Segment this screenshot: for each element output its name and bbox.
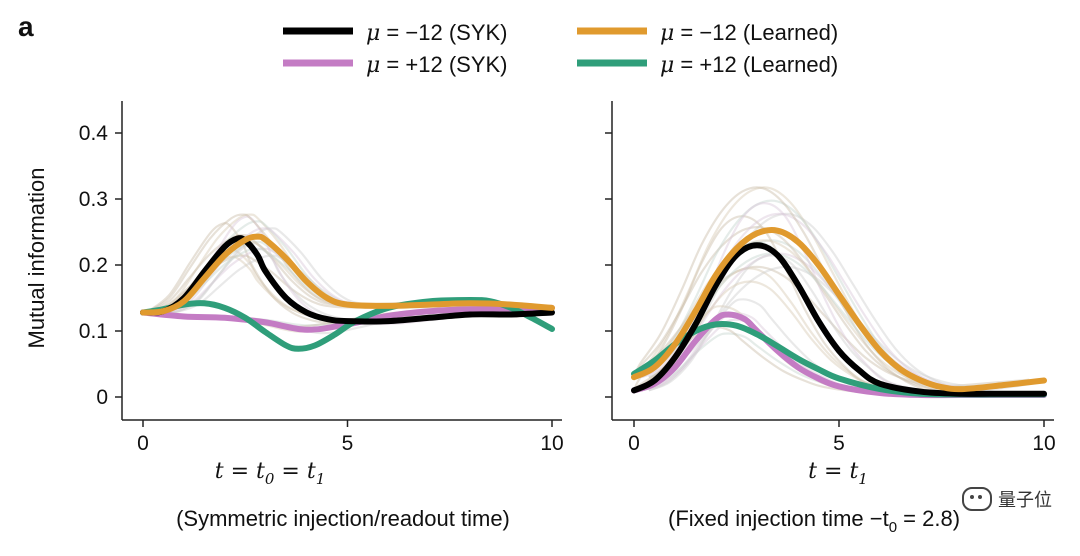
legend: μ = −12 (SYK) μ = −12 (Learned) μ = +12 … [283, 20, 838, 78]
series-line [140, 235, 555, 325]
wechat-icon [962, 487, 992, 511]
y-axis-label: Mutual information [24, 168, 49, 349]
series-group [631, 227, 1047, 399]
legend-mu: μ [660, 53, 674, 78]
series-line [140, 233, 555, 316]
x-tick-label: 5 [342, 432, 354, 455]
series-line [631, 242, 1047, 397]
legend-label: = +12 (Learned) [674, 52, 838, 77]
legend-mu: μ [366, 53, 380, 78]
legend-mu: μ [660, 21, 674, 46]
svg-text:μ = +12 (SYK): μ = +12 (SYK) [366, 52, 508, 78]
svg-text:μ = −12 (SYK): μ = −12 (SYK) [366, 20, 508, 46]
legend-label: = −12 (Learned) [674, 20, 838, 45]
legend-entry-learned-pos: μ = +12 (Learned) [577, 52, 838, 78]
y-tick-label: 0.3 [79, 188, 108, 211]
x-tick-label: 10 [540, 432, 563, 455]
series-line [631, 227, 1047, 393]
svg-text:μ = +12 (Learned): μ = +12 (Learned) [660, 52, 838, 78]
panel-caption: (Fixed injection time −t0 = 2.8) [668, 506, 960, 536]
axes: 0 0.1 0.2 0.3 0.4 0 5 10 [79, 101, 564, 455]
faint-sample-line [633, 226, 1030, 391]
legend-label: = +12 (SYK) [380, 52, 507, 77]
legend-entry-syk-neg: μ = −12 (SYK) [283, 20, 508, 46]
legend-entry-learned-neg: μ = −12 (Learned) [577, 20, 838, 46]
y-tick-label: 0.4 [79, 122, 109, 145]
x-tick-label: 0 [137, 432, 149, 455]
x-tick-label: 0 [628, 432, 640, 455]
watermark-text: 量子位 [998, 490, 1052, 511]
x-tick-label: 5 [833, 432, 845, 455]
panel-letter: a [18, 11, 34, 42]
x-axis-label: t = t1 [808, 459, 868, 488]
chart-panel-right: 0 5 10 t = t1 (Fixed injection time −t0 = … [605, 101, 1056, 536]
series-group [140, 233, 555, 352]
legend-mu: μ [366, 21, 380, 46]
x-tick-label: 10 [1032, 432, 1055, 455]
axes: 0 5 10 [605, 101, 1056, 455]
panel-caption: (Symmetric injection/readout time) [176, 506, 510, 531]
svg-text:μ = −12 (Learned): μ = −12 (Learned) [660, 20, 838, 46]
chart-panel-left: 0 0.1 0.2 0.3 0.4 0 5 10 t = t0 = t1 (Symmetric… [79, 101, 564, 531]
y-tick-label: 0.2 [79, 254, 108, 277]
y-tick-label: 0.1 [79, 320, 108, 343]
x-axis-label: t = t0 = t1 [215, 459, 325, 488]
y-tick-label: 0 [96, 386, 108, 409]
legend-label: = −12 (SYK) [380, 20, 507, 45]
legend-entry-syk-pos: μ = +12 (SYK) [283, 52, 508, 78]
watermark: 量子位 [962, 486, 1052, 512]
